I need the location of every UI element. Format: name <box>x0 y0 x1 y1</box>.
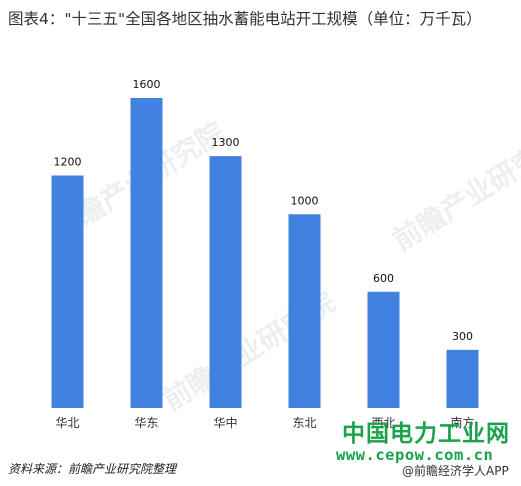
data-label: 300 <box>452 330 473 343</box>
category-label: 华东 <box>134 416 158 430</box>
category-label: 东北 <box>292 416 316 430</box>
category-label: 华中 <box>213 415 237 430</box>
data-label: 1300 <box>212 136 240 149</box>
bar-华东 <box>130 98 163 408</box>
data-label: 1000 <box>291 194 319 207</box>
data-label: 600 <box>373 272 394 285</box>
category-label: 西北 <box>371 416 395 430</box>
bar-华北 <box>51 175 84 408</box>
brand-url[interactable]: www.cepow.com.cn <box>336 446 494 464</box>
data-label: 1200 <box>54 156 82 169</box>
bar-华中 <box>209 156 242 408</box>
source-note: 资料来源：前瞻产业研究院整理 <box>8 462 177 476</box>
brand-app-credit: @前瞻经济学人APP <box>402 464 509 478</box>
bar-东北 <box>288 214 321 408</box>
bar-南方 <box>446 349 479 408</box>
bar-西北 <box>367 291 400 408</box>
chart-title: 图表4："十三五"全国各地区抽水蓄能电站开工规模（单位：万千瓦） <box>8 10 482 28</box>
category-label: 南方 <box>450 415 474 430</box>
data-label: 1600 <box>133 78 161 91</box>
brand-name: 中国电力工业网 <box>342 421 510 447</box>
category-label: 华北 <box>55 416 79 430</box>
